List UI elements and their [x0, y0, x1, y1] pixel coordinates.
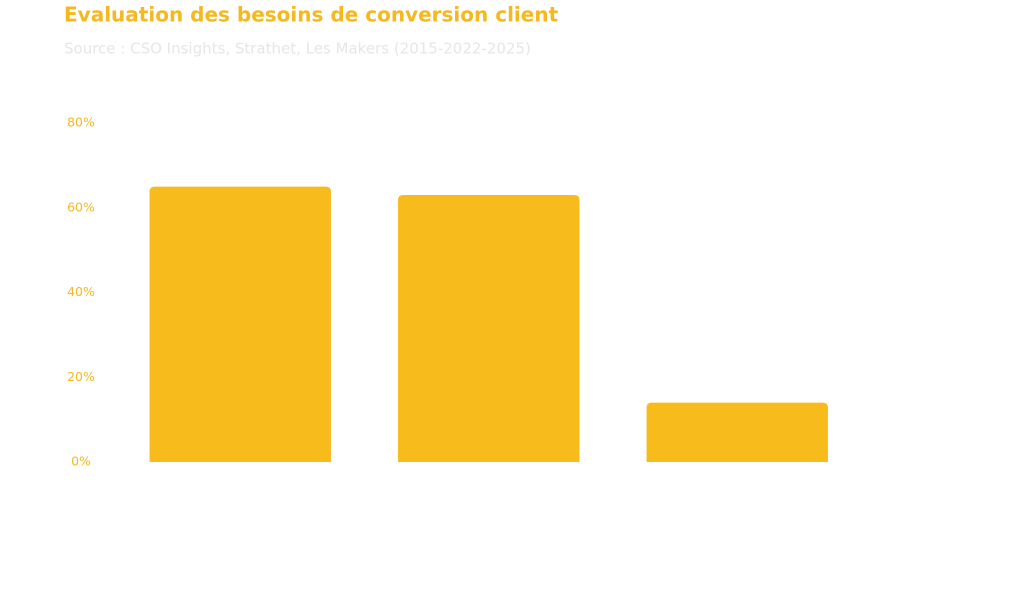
bar	[646, 402, 828, 462]
chart-title: Evaluation des besoins de conversion cli…	[64, 3, 559, 27]
chart-subtitle: Source : CSO Insights, Strathet, Les Mak…	[64, 40, 531, 58]
y-tick-label: 0%	[71, 454, 91, 469]
bar	[149, 186, 331, 462]
y-tick-label: 60%	[67, 199, 95, 214]
y-tick-label: 80%	[67, 115, 95, 130]
bar	[398, 195, 580, 462]
y-tick-label: 20%	[67, 369, 95, 384]
y-tick-label: 40%	[67, 284, 95, 299]
